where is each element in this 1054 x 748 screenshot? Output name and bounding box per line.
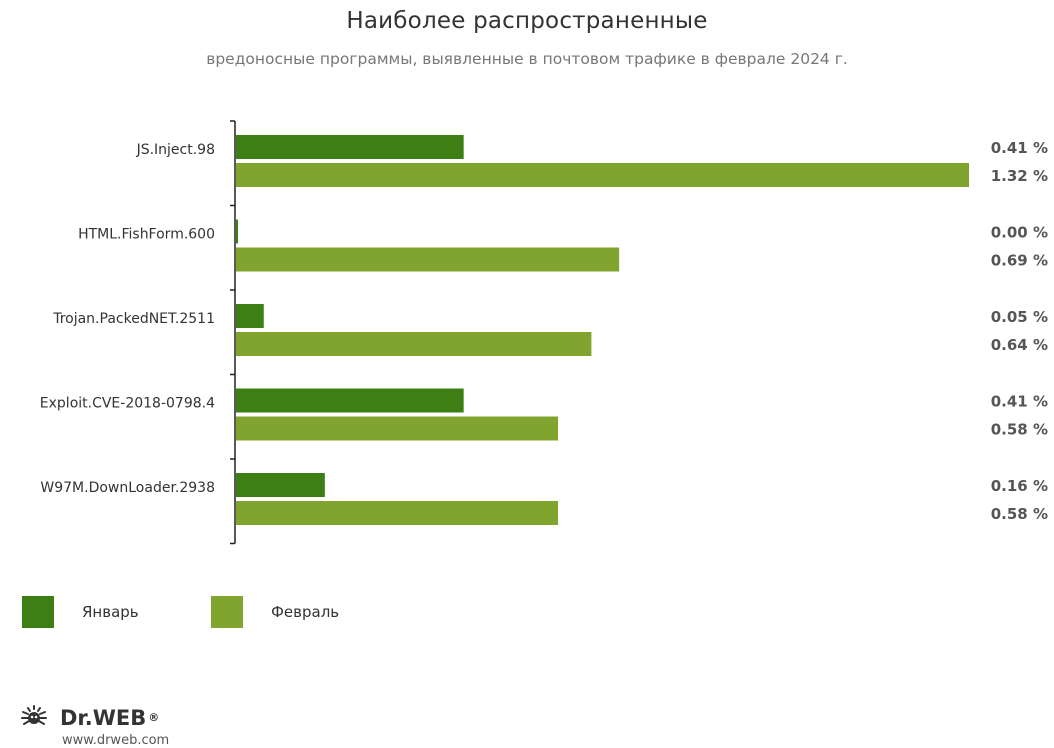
legend-swatch-jan — [22, 596, 54, 628]
data-label-jan: 0.16 % — [991, 477, 1048, 495]
legend-label-feb: Февраль — [271, 603, 340, 621]
legend-label-jan: Январь — [82, 603, 139, 621]
legend-item-jan: Январь — [22, 596, 139, 628]
data-label-jan: 0.41 % — [991, 139, 1048, 157]
bar-feb — [236, 332, 592, 356]
bar-feb — [236, 416, 559, 441]
category-label: JS.Inject.98 — [136, 142, 215, 158]
brand-name: Dr.WEB — [60, 705, 147, 730]
category-label: Trojan.PackedNET.2511 — [52, 311, 215, 327]
bar-chart: JS.Inject.98 0.41 % 1.32 % HTML.FishForm.60… — [40, 120, 1048, 545]
data-label-feb: 0.58 % — [991, 505, 1048, 523]
bar-feb — [236, 163, 969, 187]
bar-jan — [236, 304, 264, 328]
bar-feb — [236, 247, 620, 272]
data-label-jan: 0.05 % — [991, 308, 1048, 326]
legend-swatch-feb — [211, 596, 243, 628]
bar-jan — [236, 219, 238, 244]
data-label-feb: 0.64 % — [991, 336, 1048, 354]
chart-title: Наиболее распространенные — [346, 8, 708, 34]
drweb-logo: Dr.WEB ® www.drweb.com — [16, 703, 169, 748]
data-label-jan: 0.00 % — [991, 224, 1048, 242]
bar-jan — [236, 135, 464, 159]
bar-jan — [236, 388, 464, 413]
data-label-jan: 0.41 % — [991, 393, 1048, 411]
bar-feb — [236, 501, 559, 525]
data-label-feb: 0.58 % — [991, 421, 1048, 439]
data-label-feb: 0.69 % — [991, 252, 1048, 270]
category-label: Exploit.CVE-2018-0798.4 — [40, 396, 215, 412]
data-label-feb: 1.32 % — [991, 167, 1048, 185]
bar-jan — [236, 473, 325, 497]
chart-subtitle: вредоносные программы, выявленные в почт… — [206, 50, 848, 68]
category-label: W97M.DownLoader.2938 — [40, 480, 215, 496]
drweb-spider-icon — [16, 703, 52, 732]
category-label: HTML.FishForm.600 — [78, 227, 215, 243]
legend-item-feb: Февраль — [211, 596, 339, 628]
brand-site: www.drweb.com — [62, 733, 170, 748]
